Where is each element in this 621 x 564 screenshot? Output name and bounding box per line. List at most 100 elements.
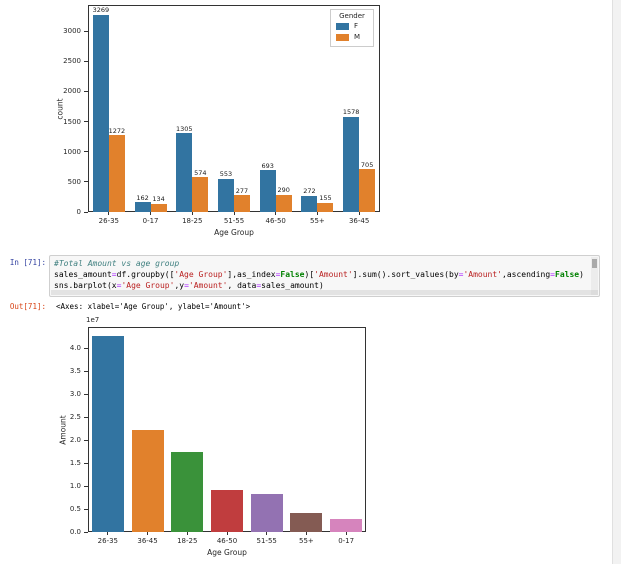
bar-M-36-45 — [359, 169, 376, 212]
bar-value-label: 3269 — [92, 6, 110, 15]
y-tick — [84, 30, 88, 32]
x-tick — [316, 212, 318, 215]
y-tick-label: 3000 — [63, 27, 81, 36]
y-tick — [84, 393, 88, 395]
amount-by-age-chart: 1e7 0.0 0.5 1.0 1.5 2.0 2.5 3.0 3.5 4.0 Amount 26-3… — [0, 312, 610, 564]
y-tick-label: 3.0 — [69, 390, 81, 399]
in-prompt: In [71]: — [9, 258, 46, 267]
bar-value-label: 272 — [303, 187, 316, 196]
x-axis-label: Age Group — [207, 548, 247, 557]
x-tick-label: 51-55 — [223, 217, 245, 225]
x-tick-label: 36-45 — [348, 217, 370, 225]
y-tick — [84, 347, 88, 349]
bar-value-label: 1272 — [108, 126, 126, 135]
legend-title: Gender — [339, 12, 365, 20]
bar-M-51-55 — [234, 195, 250, 212]
y-tick — [84, 439, 88, 441]
y-tick — [84, 485, 88, 487]
x-tick-label: 36-45 — [137, 537, 158, 545]
bar-value-label: 1578 — [342, 108, 360, 117]
bar-F-26-35 — [92, 14, 109, 212]
y-tick — [84, 508, 88, 510]
cell-horizontal-scrollbar[interactable] — [51, 290, 591, 295]
bar-18-25 — [171, 452, 204, 532]
bar-36-45 — [131, 429, 164, 532]
bar-55+ — [290, 513, 323, 532]
bar-46-50 — [211, 490, 243, 532]
y-tick-label: 4.0 — [69, 344, 81, 353]
y-tick — [84, 181, 88, 183]
x-tick — [108, 212, 110, 215]
bar-0-17 — [330, 519, 363, 532]
y-tick-label: 1500 — [63, 117, 81, 126]
y-tick-label: 2.5 — [69, 413, 81, 422]
x-tick-label: 55+ — [310, 217, 325, 225]
bar-M-26-35 — [108, 135, 125, 212]
bar-value-label: 134 — [152, 195, 165, 204]
bar-value-label: 162 — [136, 193, 149, 202]
x-tick — [305, 532, 307, 535]
code-line[interactable]: #Total Amount vs age group — [54, 259, 180, 268]
legend: Gender F M — [330, 9, 374, 47]
x-tick-label: 46-50 — [216, 537, 238, 545]
legend-swatch-M — [336, 34, 349, 41]
y-tick-label: 3.5 — [69, 367, 81, 376]
bar-value-label: 155 — [319, 194, 332, 203]
bar-F-36-45 — [343, 116, 360, 212]
bar-26-35 — [91, 336, 124, 532]
cell-vertical-scrollbar[interactable] — [591, 257, 598, 292]
bar-F-51-55 — [218, 178, 234, 212]
y-tick-label: 0.5 — [69, 505, 81, 514]
scrollbar-corner — [591, 290, 598, 295]
bar-value-label: 277 — [235, 186, 249, 195]
y-tick-label: 1.5 — [69, 459, 81, 468]
y-tick — [84, 416, 88, 418]
bar-M-46-50 — [275, 194, 292, 212]
bar-M-18-25 — [192, 177, 209, 212]
bar-F-46-50 — [259, 170, 276, 212]
code-editor[interactable]: #Total Amount vs age group sales_amount=d… — [49, 255, 600, 297]
bar-value-label: 553 — [219, 170, 233, 179]
bar-F-55+ — [301, 195, 318, 212]
code-line[interactable]: sales_amount=df.groupby(['Age Group'],as… — [54, 270, 584, 279]
x-tick-label: 51-55 — [256, 537, 277, 545]
bar-M-0-17 — [150, 203, 167, 212]
bar-F-0-17 — [134, 202, 151, 212]
x-tick-label: 0-17 — [142, 217, 159, 225]
y-tick — [84, 90, 88, 92]
legend-swatch-F — [336, 23, 349, 30]
x-tick — [186, 532, 188, 535]
x-tick — [266, 532, 268, 535]
x-tick — [150, 212, 152, 215]
y-tick-label: 2000 — [63, 87, 81, 96]
x-tick — [191, 212, 193, 215]
y-tick-label: 0 — [76, 208, 81, 216]
y-axis-label: Amount — [58, 414, 68, 445]
bar-value-label: 693 — [261, 161, 274, 170]
bar-51-55 — [250, 493, 283, 532]
y-tick-label: 1000 — [63, 147, 81, 156]
y-tick-label: 2.0 — [69, 436, 81, 445]
x-tick — [345, 532, 347, 535]
bar-F-18-25 — [176, 133, 193, 212]
y-axis-label: count — [55, 97, 65, 120]
y-tick-label: 2500 — [63, 57, 81, 66]
x-axis-label: Age Group — [214, 228, 254, 237]
y-tick-label: 500 — [67, 177, 81, 186]
x-tick-label: 46-50 — [265, 217, 286, 225]
y-tick — [84, 121, 88, 123]
bar-value-label: 290 — [277, 186, 290, 194]
x-tick — [233, 212, 235, 215]
code-text[interactable]: #Total Amount vs age group sales_amount=d… — [54, 258, 590, 291]
y-tick-label: 0.0 — [69, 528, 81, 536]
x-tick-label: 26-35 — [97, 537, 119, 545]
x-tick — [107, 532, 109, 535]
y-tick-label: 1.0 — [69, 482, 81, 491]
x-tick — [147, 532, 149, 535]
x-tick — [226, 532, 228, 535]
page-scrollbar[interactable] — [612, 0, 621, 564]
y-tick — [84, 462, 88, 464]
code-line[interactable]: sns.barplot(x='Age Group',y='Amount', da… — [54, 281, 324, 290]
cell-scrollbar-thumb[interactable] — [592, 259, 597, 268]
